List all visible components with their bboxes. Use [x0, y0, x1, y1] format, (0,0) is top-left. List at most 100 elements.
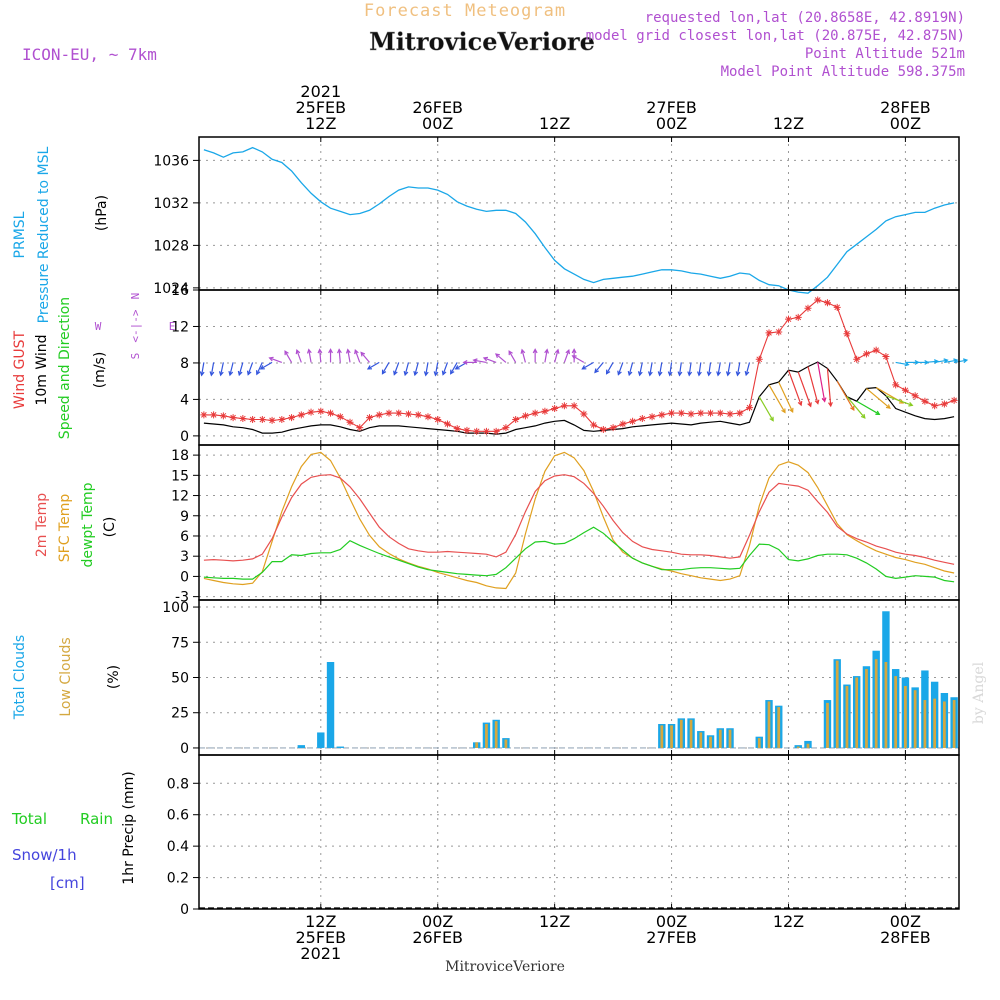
wind-label: 10m Wind	[34, 334, 50, 405]
wind-arrow-head	[544, 348, 550, 354]
gust-marker	[746, 404, 754, 412]
total-rain-label: Total	[11, 810, 47, 828]
gust-marker	[473, 427, 481, 435]
gust-marker	[385, 409, 393, 417]
wind-arrow-head	[454, 365, 460, 370]
wind-arrow-head	[441, 370, 447, 376]
wind-arrow	[594, 362, 604, 373]
wind-ytick-label: 0	[180, 429, 189, 445]
wind-arrow	[787, 370, 802, 406]
wind-arrow	[617, 362, 624, 375]
rain-label: Rain	[80, 810, 113, 828]
wind-ytick-label: 16	[171, 283, 189, 299]
top-axis-label: 27FEB	[646, 98, 697, 117]
gust-marker	[775, 328, 783, 336]
wind-arrow-head	[581, 365, 587, 370]
low-cloud-bar	[504, 739, 508, 748]
wind-arrow-head	[345, 348, 351, 354]
bottom-axis-label: 28FEB	[880, 928, 931, 947]
chart-title: Forecast Meteogram	[364, 1, 566, 21]
gust-marker	[794, 313, 802, 321]
pressure-ytick-label: 1032	[153, 196, 189, 212]
wind-arrow	[717, 362, 721, 376]
wind-arrow-head	[482, 356, 489, 362]
wind-arrow	[508, 350, 517, 363]
gust-marker	[901, 386, 909, 394]
wind-arrow	[572, 355, 585, 363]
bottom-axis-label: 27FEB	[646, 928, 697, 947]
wind-arrow	[866, 388, 891, 409]
gust-marker	[940, 400, 948, 408]
low-cloud-bar	[845, 685, 849, 748]
wind-arrow	[678, 362, 682, 376]
precip-ytick-label: 0.4	[167, 839, 189, 855]
low-cloud-bar	[679, 719, 683, 748]
gust-marker	[950, 396, 958, 404]
precip-ytick-label: 0.6	[167, 808, 189, 824]
pressure-unit: (hPa)	[94, 195, 110, 231]
gust-marker	[521, 412, 529, 420]
wind-arrow	[434, 362, 439, 376]
wind-arrow-head	[462, 359, 468, 365]
bottom-axis-label: 00Z	[656, 912, 687, 931]
low-cloud-bar	[952, 700, 956, 748]
wind-arrow-head	[450, 369, 455, 375]
wind-arrow	[284, 350, 293, 363]
wind-gust-line	[203, 299, 955, 432]
low-cloud-bar	[475, 742, 479, 748]
wind-arrow	[628, 362, 634, 376]
wind-arrow	[826, 368, 832, 407]
wind-arrow	[414, 362, 419, 376]
requested-coords: requested lon,lat (20.8658E, 42.8919N)	[645, 10, 965, 26]
wind-arrow-head	[295, 349, 301, 355]
wind-arrow	[669, 362, 673, 376]
wind-arrow-head	[328, 348, 333, 354]
temp-sfc-label: SFC Temp	[57, 494, 73, 563]
gust-marker	[541, 407, 549, 415]
top-axis-label: 28FEB	[880, 98, 931, 117]
wind-arrow-head	[657, 371, 663, 377]
gust-marker	[395, 409, 403, 417]
gust-marker	[707, 409, 715, 417]
gust-marker	[200, 411, 208, 419]
compass-mid: <-|->	[129, 309, 142, 342]
gust-marker	[482, 427, 490, 435]
pressure-ytick-label: 1028	[153, 238, 189, 254]
temp-ytick-label: 6	[180, 529, 189, 545]
snow-label: Snow/1h	[12, 846, 77, 864]
bottom-axis-label: 12Z	[539, 912, 570, 931]
wind-arrow	[895, 361, 909, 366]
low-cloud-bar	[670, 725, 673, 748]
low-cloud-bar	[923, 700, 927, 748]
compass-n: N	[129, 293, 142, 300]
bottom-axis-label: 12Z	[773, 912, 804, 931]
gust-marker	[249, 415, 257, 423]
wind-arrow-head	[413, 370, 419, 377]
low-cloud-bar	[835, 660, 839, 748]
wind-arrow	[367, 361, 380, 370]
gust-marker	[590, 421, 598, 429]
wind-arrow-head	[647, 371, 653, 377]
bottom-axis-label: 00Z	[422, 912, 453, 931]
gust-marker	[297, 411, 305, 419]
dewpoint-line	[203, 526, 955, 583]
wind-arrow	[201, 362, 205, 376]
gust-marker	[307, 408, 315, 416]
wind-arrow	[425, 362, 429, 376]
wind-arrow	[606, 362, 614, 374]
sfc-temp-line	[203, 451, 955, 590]
gust-marker	[531, 409, 539, 417]
total-cloud-label: Total Clouds	[12, 635, 28, 720]
wind-arrow-head	[199, 371, 205, 377]
wind-arrow-head	[687, 371, 693, 377]
wind-arrow	[544, 349, 548, 363]
temperature-panel: -3 0 3 6 9 12 15 18	[171, 444, 960, 606]
wind-arrow-head	[594, 368, 599, 374]
gust-marker	[219, 412, 227, 420]
precip-ytick-label: 0.8	[167, 776, 189, 792]
gust-marker	[239, 415, 247, 423]
wind-arrow-head	[860, 413, 866, 419]
wind-arrow	[260, 361, 273, 370]
wind-arrow	[483, 357, 497, 363]
wind-arrow-head	[885, 404, 891, 409]
